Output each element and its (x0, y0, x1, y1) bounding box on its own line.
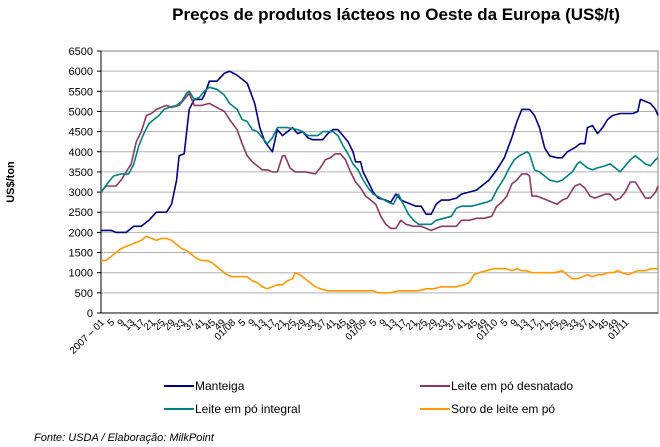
y-tick-label: 500 (75, 288, 93, 300)
y-tick-label: 6000 (69, 66, 93, 78)
y-tick-label: 1000 (69, 268, 93, 280)
y-tick-label: 3000 (69, 187, 93, 199)
series-lines (100, 70, 659, 294)
y-tick-label: 6500 (69, 46, 93, 58)
y-tick-label: 4500 (69, 127, 93, 139)
x-tick-label: 5 (105, 317, 117, 329)
x-tick-label: 5 (499, 317, 511, 329)
plot-frame (100, 50, 659, 314)
series-line-leite-em-p-desnatado (100, 92, 659, 232)
legend-label: Soro de leite em pó (451, 402, 555, 416)
y-tick-label: 5000 (69, 106, 93, 118)
series-line-soro-de-leite-em-p- (101, 235, 658, 294)
y-tick-label: 4000 (69, 147, 93, 159)
y-axis-label: US$/ton (5, 161, 17, 203)
source-note: Fonte: USDA / Elaboração: MilkPoint (34, 432, 215, 444)
x-axis: 2007 – 01591317212529333741454901/085913… (68, 312, 658, 357)
chart-title: Preços de produtos lácteos no Oeste da E… (172, 5, 620, 24)
legend-label: Manteiga (195, 379, 245, 393)
legend-label: Leite em pó integral (195, 402, 300, 416)
legend: Manteiga Leite em pó desnatado Leite em pó… (164, 379, 573, 416)
legend-label: Leite em pó desnatado (451, 379, 573, 393)
series-line-manteiga (101, 70, 659, 234)
y-tick-label: 2000 (69, 227, 93, 239)
y-axis: 0 500 1000 1500 2000 2500 3000 3500 4000 4500 5000… (69, 46, 102, 320)
y-tick-label: 2500 (69, 207, 93, 219)
y-tick-label: 1500 (69, 248, 93, 260)
y-tick-label: 3500 (69, 167, 93, 179)
gridlines (101, 50, 658, 294)
y-tick-label: 5500 (69, 86, 93, 98)
x-tick-label: 2007 – 01 (68, 317, 108, 357)
y-tick-label: 0 (87, 308, 93, 320)
x-tick-label: 5 (237, 317, 249, 329)
x-tick-label: 5 (368, 317, 380, 329)
series-line-leite-em-p-integral (100, 86, 659, 226)
